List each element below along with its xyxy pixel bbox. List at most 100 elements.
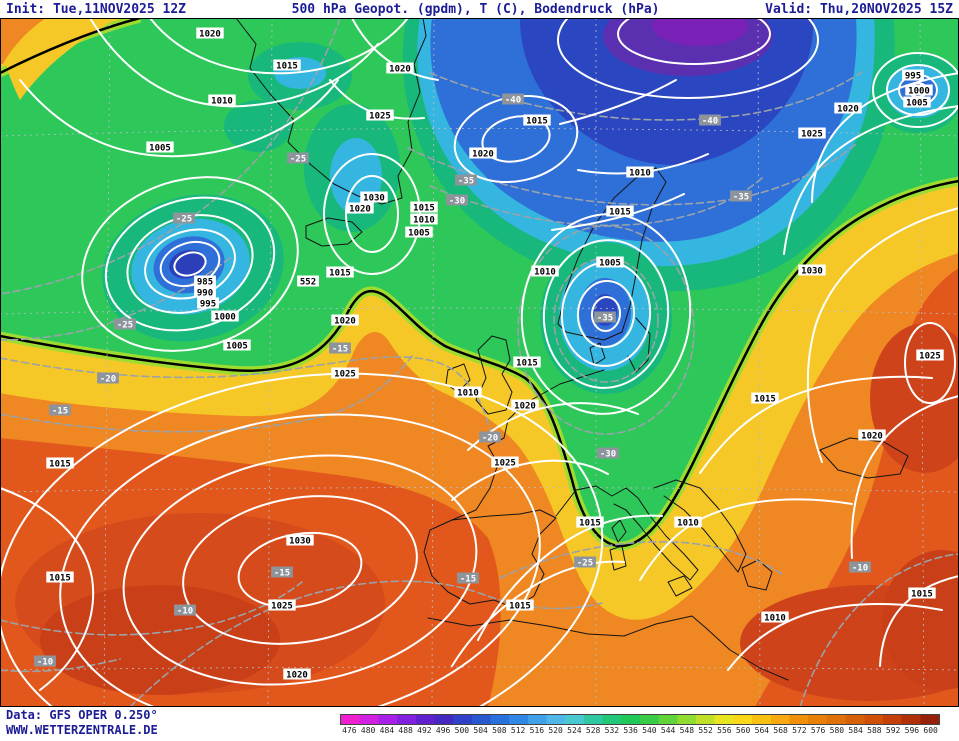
svg-text:-15: -15 <box>460 575 476 585</box>
svg-text:-40: -40 <box>702 117 718 127</box>
pressure-label: 1015 <box>326 266 354 279</box>
colorbar-tick: 580 <box>829 726 845 735</box>
svg-text:-10: -10 <box>852 564 868 574</box>
svg-text:1020: 1020 <box>389 65 411 75</box>
svg-text:-40: -40 <box>505 96 521 106</box>
svg-text:1025: 1025 <box>919 352 941 362</box>
map-canvas: 1020 1015 1010 1020 1025 1005 1015 1020 995 1000 1… <box>0 18 959 707</box>
svg-text:1015: 1015 <box>911 590 933 600</box>
pressure-label: 1005 <box>146 141 174 154</box>
pressure-label: 1020 <box>469 147 497 160</box>
pressure-label: 1030 <box>360 191 388 204</box>
pressure-label: 1020 <box>511 399 539 412</box>
temperature-label: -10 <box>849 561 871 574</box>
svg-text:1020: 1020 <box>472 150 494 160</box>
svg-text:-15: -15 <box>52 407 68 417</box>
svg-text:1015: 1015 <box>329 269 351 279</box>
map-footer: Data: GFS OPER 0.250° WWW.WETTERZENTRALE… <box>0 707 959 741</box>
temperature-label: -25 <box>574 556 596 569</box>
svg-text:1000: 1000 <box>214 313 236 323</box>
colorbar-tick: 600 <box>923 726 938 735</box>
temperature-label: -40 <box>699 114 721 127</box>
pressure-label: 1010 <box>674 516 702 529</box>
colorbar-tick: 564 <box>754 726 770 735</box>
pressure-label: 1020 <box>834 102 862 115</box>
pressure-label: 1005 <box>596 256 624 269</box>
arctic-trough <box>402 18 895 292</box>
svg-text:1025: 1025 <box>801 130 823 140</box>
pressure-label: 1020 <box>331 314 359 327</box>
colorbar-tick: 484 <box>379 726 395 735</box>
pressure-label: 1015 <box>513 356 541 369</box>
svg-text:1015: 1015 <box>609 208 631 218</box>
svg-text:-15: -15 <box>332 345 348 355</box>
colorbar-tick: 540 <box>642 726 657 735</box>
svg-text:1020: 1020 <box>514 402 536 412</box>
pressure-label: 1015 <box>576 516 604 529</box>
temperature-label: -30 <box>597 447 619 460</box>
svg-text:-10: -10 <box>37 658 53 668</box>
pressure-label: 1025 <box>916 349 944 362</box>
svg-text:1005: 1005 <box>906 99 928 109</box>
svg-text:-25: -25 <box>117 321 133 331</box>
temperature-label: -15 <box>329 342 351 355</box>
svg-text:-25: -25 <box>176 215 192 225</box>
geopotential-fill-layer <box>0 18 959 707</box>
colorbar-tick: 516 <box>529 726 545 735</box>
svg-text:1030: 1030 <box>801 267 823 277</box>
svg-text:1015: 1015 <box>526 117 548 127</box>
temperature-label: -20 <box>479 431 501 444</box>
pressure-label: 995 <box>902 69 924 82</box>
svg-text:1005: 1005 <box>149 144 171 154</box>
pressure-label: 1010 <box>454 386 482 399</box>
colorbar-tick: 596 <box>904 726 920 735</box>
data-source: Data: GFS OPER 0.250° <box>6 708 158 722</box>
svg-text:-30: -30 <box>449 197 465 207</box>
colorbar-tick: 524 <box>567 726 582 735</box>
svg-text:1015: 1015 <box>276 62 298 72</box>
svg-text:1025: 1025 <box>271 602 293 612</box>
temperature-label: -15 <box>49 404 71 417</box>
colorbar-gradient <box>340 714 940 725</box>
colorbar-tick: 532 <box>604 726 620 735</box>
svg-text:-20: -20 <box>482 434 498 444</box>
svg-text:1025: 1025 <box>369 112 391 122</box>
temperature-label: -15 <box>271 566 293 579</box>
pressure-label: 1025 <box>798 127 826 140</box>
colorbar-tick: 492 <box>417 726 432 735</box>
temperature-label: -35 <box>455 174 477 187</box>
svg-text:1030: 1030 <box>363 194 385 204</box>
contour-552 <box>0 18 959 548</box>
website: WWW.WETTERZENTRALE.DE <box>6 723 158 737</box>
svg-text:1020: 1020 <box>837 105 859 115</box>
pressure-label: 1000 <box>211 310 239 323</box>
pressure-label: 1015 <box>46 571 74 584</box>
height-label: 552 <box>297 275 319 288</box>
pressure-label: 1030 <box>286 534 314 547</box>
svg-text:552: 552 <box>300 278 316 288</box>
colorbar-tick: 552 <box>698 726 713 735</box>
pressure-label: 1015 <box>273 59 301 72</box>
colorbar-tick: 536 <box>623 726 638 735</box>
svg-text:1015: 1015 <box>516 359 538 369</box>
svg-text:1010: 1010 <box>534 268 556 278</box>
svg-text:990: 990 <box>197 289 213 299</box>
colorbar-tick: 528 <box>585 726 601 735</box>
colorbar-tick: 508 <box>492 726 507 735</box>
colorbar-tick: 520 <box>548 726 563 735</box>
colorbar-tick: 488 <box>398 726 413 735</box>
pressure-label: 1015 <box>606 205 634 218</box>
valid-time: Valid: Thu,20NOV2025 15Z <box>765 1 953 17</box>
svg-text:1010: 1010 <box>457 389 479 399</box>
svg-text:1020: 1020 <box>861 432 883 442</box>
colorbar-tick: 548 <box>679 726 695 735</box>
colorbar-tick: 584 <box>848 726 863 735</box>
svg-text:1015: 1015 <box>509 602 531 612</box>
pressure-label: 1020 <box>858 429 886 442</box>
pressure-label: 1025 <box>331 367 359 380</box>
svg-text:-25: -25 <box>290 155 306 165</box>
svg-text:995: 995 <box>200 300 216 310</box>
svg-text:-35: -35 <box>597 314 613 324</box>
pressure-label: 1010 <box>208 94 236 107</box>
